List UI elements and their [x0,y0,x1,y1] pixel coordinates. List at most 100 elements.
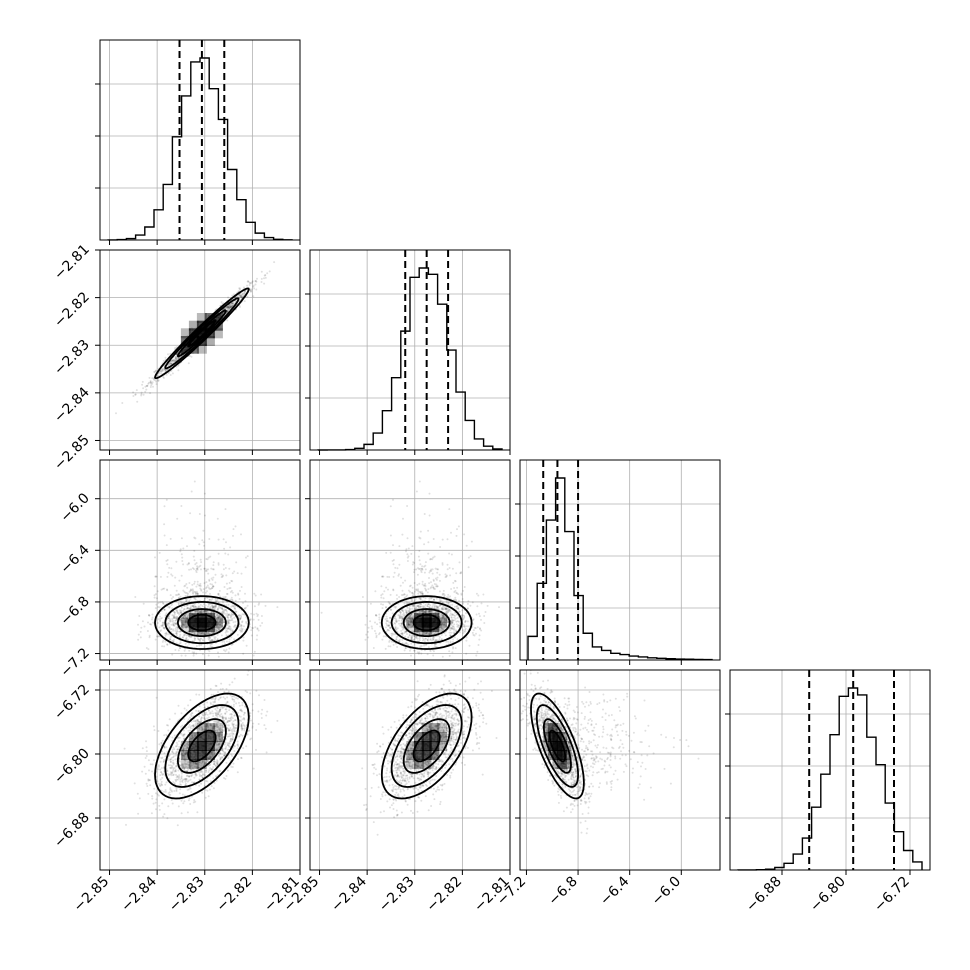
sample-point [426,639,429,641]
sample-point [240,296,243,299]
sample-point [203,567,206,570]
sample-point [225,648,228,651]
sample-point [177,369,180,372]
sample-point [417,606,420,609]
sample-point [450,553,453,556]
sample-point [242,639,245,642]
sample-point [233,607,236,610]
sample-point [419,530,422,533]
sample-point [430,568,433,571]
sample-point [419,610,422,613]
sample-point [186,634,189,637]
sample-point [178,609,181,612]
sample-point [418,605,421,608]
sample-point [180,619,183,622]
sample-point [183,633,186,636]
sample-point [167,353,169,356]
sample-point [250,288,253,291]
sample-point [219,621,222,624]
sample-point [399,616,402,619]
sample-point [421,567,424,570]
sample-point [175,630,178,633]
sample-point [171,614,174,617]
sample-point [463,586,466,588]
sample-point [419,597,422,600]
sample-point [378,621,381,624]
sample-point [156,622,159,624]
sample-point [253,605,256,608]
sample-point [254,279,257,282]
sample-point [428,610,431,613]
sample-point [224,552,227,555]
sample-point [236,633,239,636]
sample-point [263,282,266,285]
sample-point [410,638,413,641]
sample-point [214,606,217,609]
sample-point [211,568,214,571]
sample-point [402,616,405,619]
sample-point [179,595,182,598]
sample-point [229,629,232,632]
sample-point [172,640,175,643]
sample-point [408,585,411,588]
sample-point [207,556,210,559]
sample-point [181,556,184,559]
density-cell [204,613,215,624]
contour-line [412,613,441,632]
sample-point [410,620,413,623]
sample-point [475,613,478,616]
sample-point [466,602,469,605]
sample-point [424,568,427,571]
sample-point [158,551,161,554]
sample-point [179,630,182,633]
sample-point [196,565,199,568]
sample-point [181,623,184,625]
sample-point [434,588,436,590]
contour-line [154,595,250,650]
sample-point [202,603,205,606]
sample-point [219,624,222,627]
sample-point [179,602,182,605]
sample-point [179,633,182,636]
sample-point [421,593,424,596]
sample-point [456,592,459,595]
sample-point [202,588,205,591]
sample-point [443,595,446,598]
sample-point [451,621,454,624]
sample-point [484,611,487,613]
sample-point [441,601,444,604]
sample-point [405,609,408,612]
sample-point [182,616,185,619]
sample-point [428,610,431,612]
sample-point [249,281,251,284]
sample-point [163,608,166,611]
sample-point [196,592,199,595]
sample-point [411,594,414,597]
sample-point [227,621,230,624]
sample-point [396,635,399,638]
sample-point [188,649,191,652]
sample-point [187,630,190,633]
sample-point [408,634,411,637]
sample-point [226,623,229,626]
sample-point [401,632,404,635]
sample-point [432,578,435,581]
sample-point [169,636,172,639]
sample-point [375,636,378,639]
sample-point [450,622,453,625]
sample-point [200,610,202,613]
sample-point [217,616,219,619]
sample-point [230,589,233,592]
sample-point [447,640,450,643]
sample-point [418,651,421,654]
density-cell [437,617,447,628]
sample-point [451,613,454,616]
sample-point [367,636,370,639]
sample-point [411,563,414,566]
sample-point [401,617,404,620]
sample-point [208,578,211,581]
sample-point [212,568,215,571]
sample-point [411,634,414,637]
sample-point [406,619,409,622]
sample-point [195,569,197,572]
